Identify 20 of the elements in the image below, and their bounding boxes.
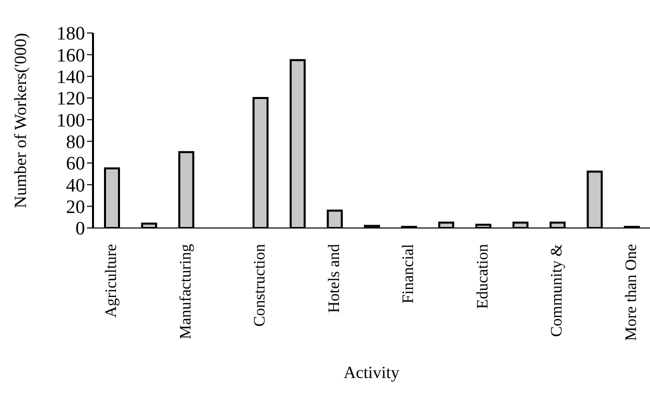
x-tick-label: More than One — [622, 244, 640, 341]
y-tick-label: 120 — [56, 88, 85, 110]
x-tick-label: Education — [474, 244, 492, 309]
y-tick-label: 180 — [56, 24, 85, 45]
y-tick-label: 100 — [56, 110, 85, 132]
y-tick-label: 140 — [56, 67, 85, 88]
y-tick-label: 160 — [56, 45, 85, 66]
y-tick-label: 80 — [66, 132, 85, 154]
y-axis-title: Number of Workers('000) — [11, 32, 30, 208]
x-tick-label: Construction — [252, 244, 269, 327]
x-tick-label: Agriculture — [103, 244, 120, 318]
y-tick-label: 40 — [66, 175, 85, 196]
y-tick-label: 0 — [76, 218, 85, 240]
x-axis-title: Activity — [344, 363, 400, 382]
x-tick-label: Hotels and — [326, 244, 343, 313]
y-tick-label: 20 — [66, 197, 85, 218]
x-tick-label: Community & — [548, 243, 566, 337]
x-tick-label: Financial — [400, 243, 418, 304]
x-tick-label: Manufacturing — [177, 244, 194, 340]
y-tick-label: 60 — [66, 154, 85, 175]
